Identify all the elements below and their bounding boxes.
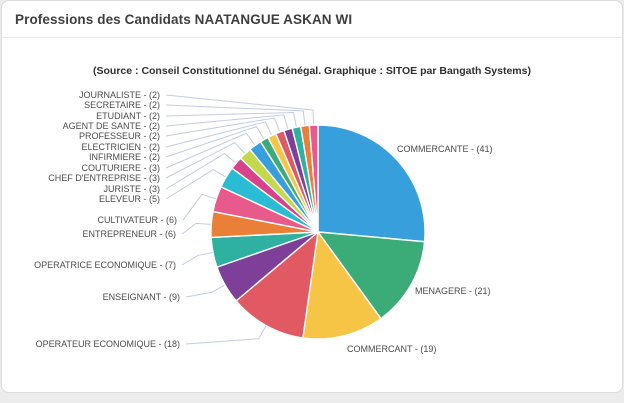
slice-label-couturiere: COUTURIERE - (3) (81, 163, 161, 173)
slice-label-operateur-economique: OPERATEUR ECONOMIQUE - (18) (35, 339, 180, 349)
pie-chart (165, 94, 426, 345)
slice-label-juriste: JURISTE - (3) (103, 184, 160, 194)
slice-label-commercante: COMMERCANTE - (41) (397, 144, 493, 154)
leader-line (165, 117, 282, 137)
leader-line (165, 121, 274, 148)
leader-line (182, 193, 220, 221)
leader-line (165, 152, 239, 190)
leader-line (165, 104, 306, 129)
slice-label-entrepreneur: ENTREPRENEUR - (6) (82, 229, 176, 239)
slice-label-agent-de-sante: AGENT DE SANTE - (2) (62, 121, 160, 131)
slice-label-enseignant: ENSEIGNANT - (9) (102, 292, 180, 302)
slice-label-operatrice-economique: OPERATRICE ECONOMIQUE - (7) (34, 260, 176, 270)
slice-label-cultivateur: CULTIVATEUR - (6) (97, 215, 177, 225)
leader-line (165, 132, 258, 169)
chart-header: Professions des Candidats NAATANGUE ASKA… (2, 1, 622, 38)
leader-line (165, 114, 290, 133)
leader-line (165, 169, 229, 200)
pie-slice-menagere[interactable] (317, 231, 426, 320)
chart-card: Professions des Candidats NAATANGUE ASKA… (1, 0, 623, 393)
pie-slice-journaliste[interactable] (308, 124, 319, 233)
slice-label-infirmiere: INFIRMIERE - (2) (89, 152, 160, 162)
slice-label-etudiant: ETUDIANT - (2) (96, 111, 160, 121)
chart-subtitle: (Source : Conseil Constitutionnel du Sén… (93, 65, 531, 77)
slice-label-journaliste: JOURNALISTE - (2) (78, 90, 160, 100)
leader-line (185, 282, 228, 298)
pie-slice-commercant[interactable] (302, 231, 382, 340)
leader-line (181, 251, 216, 266)
leader-line (165, 94, 315, 129)
leader-line (165, 111, 298, 131)
slice-label-secretaire: SECRETAIRE - (2) (84, 100, 160, 110)
pie-chart-area: COMMERCANTE - (41) MENAGERE - (21) COMMERC… (2, 1, 622, 392)
pie-slice-operateur-economique[interactable] (235, 231, 319, 339)
pie-slice-commercante[interactable] (317, 124, 426, 243)
chart-title: Professions des Candidats NAATANGUE ASKA… (15, 11, 353, 27)
leader-line (181, 222, 215, 235)
leader-line (165, 125, 267, 158)
leader-line (165, 142, 248, 179)
slice-label-professeur: PROFESSEUR - (2) (78, 131, 160, 141)
slice-label-chef-d-entreprise: CHEF D'ENTREPRISE - (3) (48, 173, 160, 183)
slice-label-electricien: ELECTRICIEN - (2) (81, 142, 160, 152)
slice-label-eleveur: ELEVEUR - (5) (98, 194, 160, 204)
slice-label-commercant: COMMERCANT - (19) (347, 344, 437, 354)
slice-label-menagere: MENAGERE - (21) (415, 286, 491, 296)
leader-line (185, 322, 268, 345)
